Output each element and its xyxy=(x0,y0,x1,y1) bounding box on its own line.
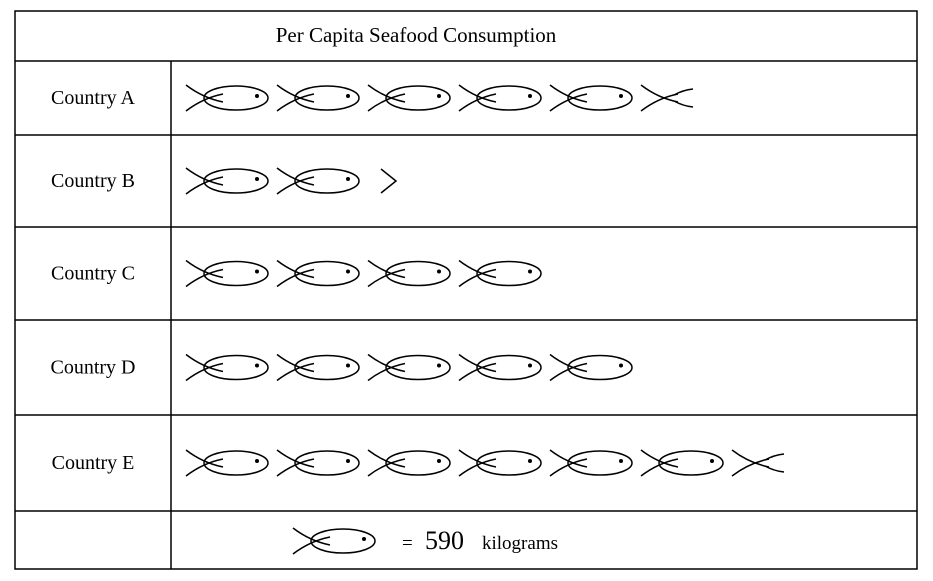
row-label: Country B xyxy=(51,170,135,192)
fish-icon xyxy=(276,259,360,288)
row-label: Country C xyxy=(51,263,135,285)
legend-value: 590 xyxy=(425,526,464,555)
fish-icon xyxy=(367,449,451,477)
fish-icon xyxy=(185,259,269,288)
row-label: Country E xyxy=(52,452,135,474)
fish-icon xyxy=(276,353,360,382)
fish-icon xyxy=(549,449,633,477)
fish-icon xyxy=(458,449,542,477)
half-fish-icon xyxy=(640,84,694,112)
row-label: Country D xyxy=(51,357,136,379)
legend-equals: = xyxy=(402,533,413,554)
fish-icon xyxy=(458,84,542,112)
fish-icon xyxy=(185,167,269,195)
chart-title: Per Capita Seafood Consumption xyxy=(276,23,557,47)
fish-icon xyxy=(640,449,724,477)
chart-rows: Country A Country B Country C Country D Coun… xyxy=(51,84,785,477)
fish-icon xyxy=(292,527,376,555)
fish-icon xyxy=(185,353,269,382)
fish-icon xyxy=(549,84,633,112)
fish-icon xyxy=(185,449,269,477)
fish-icon xyxy=(458,259,542,288)
table-grid xyxy=(14,10,918,570)
fish-icon xyxy=(549,353,633,382)
legend-fish-icon xyxy=(292,527,376,555)
fish-icon xyxy=(276,167,360,195)
legend-key: = 590 kilograms xyxy=(292,526,558,555)
half-fish-icon xyxy=(731,449,785,477)
fish-icon xyxy=(276,84,360,112)
legend-unit: kilograms xyxy=(482,533,558,554)
row-label: Country A xyxy=(51,87,135,109)
fish-icon xyxy=(367,259,451,288)
fish-icon xyxy=(367,353,451,382)
fish-icon xyxy=(276,449,360,477)
fish-icon xyxy=(185,84,269,112)
fish-icon xyxy=(367,84,451,112)
half-fish-icon xyxy=(380,168,398,194)
fish-icon xyxy=(458,353,542,382)
